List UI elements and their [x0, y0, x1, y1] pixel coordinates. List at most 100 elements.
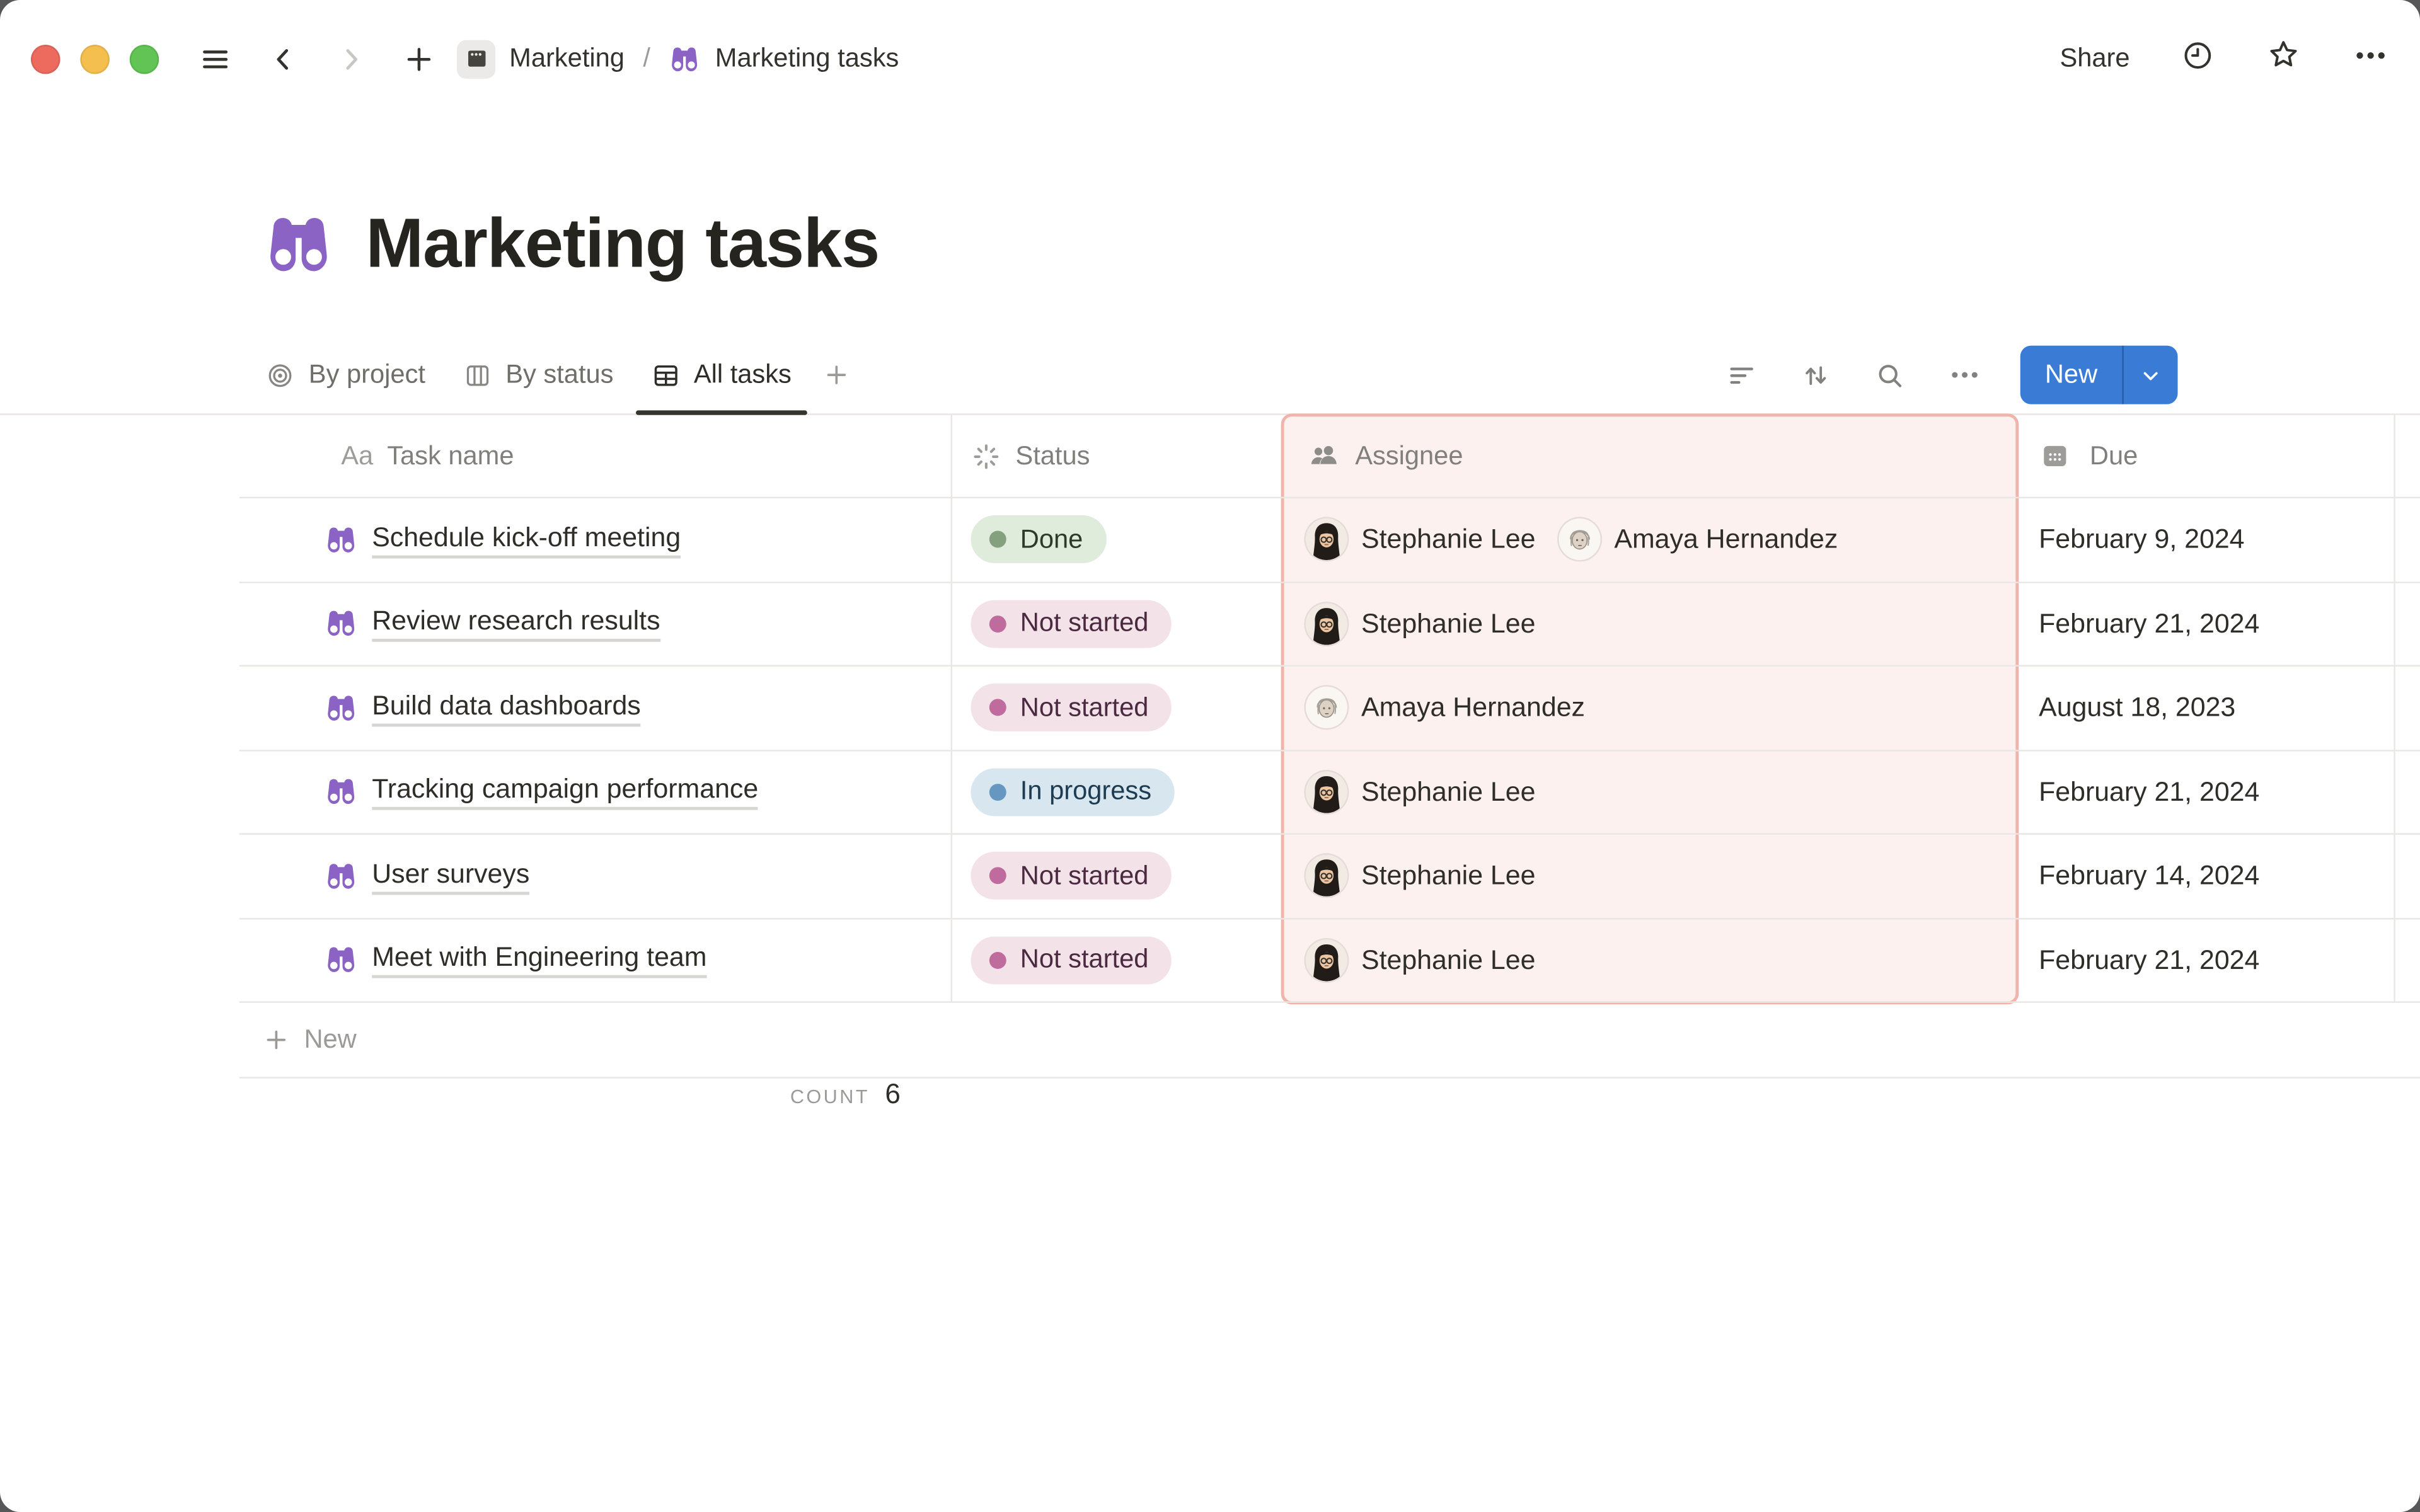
- status-cell[interactable]: Done: [952, 498, 1281, 581]
- assignee-cell[interactable]: Stephanie Lee: [1281, 835, 2019, 917]
- tab-by-status[interactable]: By status: [444, 336, 632, 413]
- zoom-button[interactable]: [129, 43, 159, 74]
- status-badge[interactable]: Done: [971, 515, 1107, 564]
- assignee-cell[interactable]: Stephanie Lee: [1281, 582, 2019, 665]
- due-cell[interactable]: February 21, 2024: [2019, 750, 2395, 833]
- task-cell[interactable]: Schedule kick-off meeting: [239, 498, 953, 581]
- task-title[interactable]: Tracking campaign performance: [372, 774, 759, 811]
- back-button[interactable]: [267, 42, 299, 74]
- due-date: February 14, 2024: [2039, 859, 2260, 891]
- status-cell[interactable]: Not started: [952, 919, 1281, 1001]
- status-cell[interactable]: Not started: [952, 582, 1281, 665]
- binoculars-icon[interactable]: [262, 207, 335, 280]
- task-cell[interactable]: Tracking campaign performance: [239, 750, 953, 833]
- status-label: Not started: [1020, 692, 1149, 722]
- task-cell[interactable]: Build data dashboards: [239, 666, 953, 749]
- new-button-divider: [2122, 345, 2124, 404]
- assignee-name: Stephanie Lee: [1361, 523, 1536, 554]
- topbar: Marketing / Marketing tasks Share: [0, 0, 2420, 117]
- status-badge[interactable]: Not started: [971, 600, 1172, 648]
- due-cell[interactable]: February 21, 2024: [2019, 919, 2395, 1002]
- projects-page-icon: [456, 39, 496, 78]
- column-header-assignee[interactable]: Assignee: [1281, 415, 2019, 497]
- status-badge[interactable]: Not started: [971, 684, 1172, 732]
- page-title[interactable]: Marketing tasks: [366, 203, 880, 283]
- add-row-button[interactable]: New: [239, 1003, 2420, 1079]
- status-label: In progress: [1020, 776, 1152, 806]
- task-title[interactable]: Schedule kick-off meeting: [372, 521, 681, 558]
- add-view-icon[interactable]: [822, 361, 850, 389]
- task-title[interactable]: Meet with Engineering team: [372, 941, 707, 979]
- avatar: [1306, 855, 1347, 896]
- assignee-cell[interactable]: Stephanie Lee: [1281, 919, 2019, 1001]
- topbar-actions: Share: [2060, 37, 2389, 81]
- tab-label: All tasks: [693, 359, 792, 389]
- task-cell[interactable]: Review research results: [239, 582, 953, 665]
- task-cell[interactable]: Meet with Engineering team: [239, 919, 953, 1002]
- favorite-star-icon[interactable]: [2266, 37, 2301, 81]
- task-cell[interactable]: User surveys: [239, 834, 953, 917]
- assignee[interactable]: Amaya Hernandez: [1306, 687, 1585, 728]
- assignee[interactable]: Amaya Hernandez: [1559, 518, 1838, 560]
- new-page-icon[interactable]: [403, 42, 435, 74]
- due-cell[interactable]: February 9, 2024: [2019, 498, 2395, 581]
- binoculars-icon: [672, 47, 698, 71]
- assignee-cell[interactable]: Amaya Hernandez: [1281, 667, 2019, 749]
- column-header-status[interactable]: Status: [952, 415, 1281, 497]
- due-cell[interactable]: February 21, 2024: [2019, 582, 2395, 665]
- status-cell[interactable]: Not started: [952, 835, 1281, 917]
- breadcrumb-item-marketing[interactable]: Marketing: [456, 39, 625, 78]
- assignee-cell[interactable]: Stephanie Lee: [1281, 750, 2019, 833]
- breadcrumb-label: Marketing: [509, 43, 625, 73]
- due-date: February 21, 2024: [2039, 607, 2260, 639]
- history-clock-icon[interactable]: [2181, 38, 2215, 79]
- assignee[interactable]: Stephanie Lee: [1306, 518, 1536, 560]
- status-badge[interactable]: Not started: [971, 936, 1172, 984]
- search-icon[interactable]: [1874, 358, 1906, 391]
- table-row: User surveys Not started Stephanie Lee F…: [239, 834, 2420, 919]
- filter-icon[interactable]: [1726, 358, 1758, 391]
- due-date: February 21, 2024: [2039, 776, 2260, 807]
- assignee[interactable]: Stephanie Lee: [1306, 939, 1535, 981]
- forward-button[interactable]: [335, 42, 367, 74]
- due-cell[interactable]: August 18, 2023: [2019, 666, 2395, 749]
- status-badge[interactable]: Not started: [971, 852, 1172, 900]
- status-cell[interactable]: Not started: [952, 667, 1281, 749]
- breadcrumb-item-marketing-tasks[interactable]: Marketing tasks: [669, 42, 899, 74]
- column-header-task-name[interactable]: Aa Task name: [239, 415, 953, 497]
- breadcrumb-separator: /: [643, 43, 650, 73]
- minimize-button[interactable]: [80, 43, 110, 74]
- people-icon: [1306, 438, 1341, 474]
- new-button-label[interactable]: New: [2044, 359, 2098, 389]
- assignee-cell[interactable]: Stephanie Lee Amaya Hernandez: [1281, 498, 2019, 581]
- task-title[interactable]: User surveys: [372, 857, 530, 895]
- assignee[interactable]: Stephanie Lee: [1306, 855, 1536, 896]
- assignee[interactable]: Stephanie Lee: [1306, 603, 1535, 644]
- assignee-name: Stephanie Lee: [1361, 859, 1536, 891]
- more-icon[interactable]: [1948, 358, 1982, 392]
- chevron-down-icon[interactable]: [2124, 346, 2178, 404]
- assignee[interactable]: Stephanie Lee: [1306, 771, 1535, 813]
- count-label[interactable]: COUNT: [790, 1086, 870, 1108]
- due-cell[interactable]: February 14, 2024: [2019, 834, 2395, 917]
- status-badge[interactable]: In progress: [971, 767, 1175, 816]
- share-button[interactable]: Share: [2060, 43, 2130, 73]
- breadcrumb-label: Marketing tasks: [715, 43, 899, 73]
- tab-all-tasks[interactable]: All tasks: [632, 336, 810, 415]
- status-cell[interactable]: In progress: [952, 750, 1281, 833]
- new-button[interactable]: New: [2020, 345, 2178, 404]
- tab-label: By status: [505, 359, 614, 389]
- table-footer: COUNT 6: [239, 1079, 2420, 1168]
- table-icon: [654, 364, 677, 386]
- close-button[interactable]: [30, 43, 60, 74]
- task-title[interactable]: Review research results: [372, 605, 660, 643]
- hamburger-menu-icon[interactable]: [199, 42, 231, 74]
- column-header-due[interactable]: Due: [2019, 415, 2395, 497]
- assignee-name: Amaya Hernandez: [1361, 691, 1585, 723]
- sort-icon[interactable]: [1799, 358, 1831, 391]
- add-row-label: New: [304, 1024, 357, 1054]
- tab-by-project[interactable]: By project: [247, 336, 444, 413]
- binoculars-icon: [328, 527, 355, 553]
- task-title[interactable]: Build data dashboards: [372, 689, 641, 726]
- more-options-icon[interactable]: [2352, 37, 2389, 81]
